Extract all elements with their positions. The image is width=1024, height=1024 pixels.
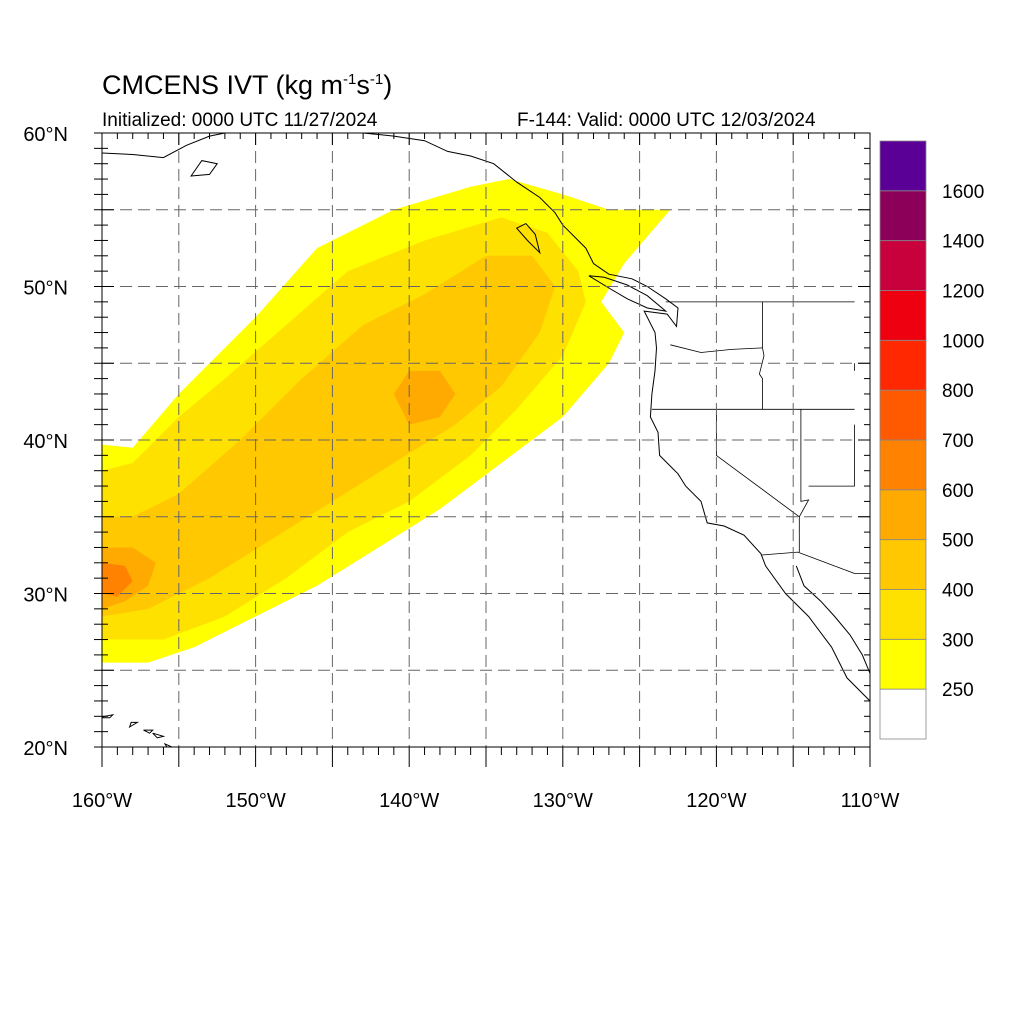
coastline-hawaii-1 (128, 721, 140, 729)
x-tick-label: 160°W (72, 790, 132, 812)
colorbar-swatch-6 (879, 389, 927, 441)
colorbar-swatch-10 (879, 190, 927, 242)
y-tick-label: 60°N (23, 124, 68, 146)
colorbar-label: 1200 (942, 282, 984, 303)
x-tick-label: 110°W (841, 790, 900, 812)
coastline-kodiak (190, 160, 219, 177)
axis-labels: 160°W 150°W 140°W 130°W 120°W 110°W 20°N 30°N 40… (23, 124, 899, 812)
colorbar-swatch-0 (879, 688, 927, 740)
ivt-field-layer (102, 179, 671, 663)
state-border-5 (798, 409, 810, 517)
y-tick-label: 40°N (23, 431, 68, 453)
x-tick-label: 150°W (225, 790, 285, 812)
colorbar-label: 1000 (942, 331, 984, 352)
y-tick-label: 30°N (23, 585, 68, 607)
colorbar-swatch-4 (879, 489, 927, 540)
coastline-hawaii-2 (143, 729, 154, 734)
colorbar-swatch-8 (879, 290, 927, 341)
colorbar-swatch-2 (879, 589, 927, 640)
x-tick-label: 130°W (533, 790, 593, 812)
axis-ticks (94, 132, 871, 767)
colorbar-label: 250 (942, 680, 974, 701)
colorbar-label: 800 (942, 381, 974, 402)
colorbar: 250 300 400 500 600 700 800 1000 1200 1400 1600 (879, 140, 984, 740)
initialized-subtitle: Initialized: 0000 UTC 11/27/2024 (102, 110, 378, 131)
colorbar-swatch-7 (879, 339, 927, 391)
y-tick-label: 20°N (23, 738, 68, 760)
coastline-alaska (102, 133, 225, 159)
colorbar-swatch-3 (879, 539, 927, 590)
colorbar-label: 300 (942, 630, 974, 651)
state-border-6 (760, 551, 870, 574)
x-tick-label: 120°W (686, 790, 746, 812)
colorbar-label: 1400 (942, 232, 984, 253)
coastline-gulf-of-california (795, 565, 870, 674)
gridline-layer (102, 133, 870, 747)
colorbar-label: 600 (942, 481, 974, 502)
colorbar-swatch-11 (879, 140, 927, 192)
valid-time-subtitle: F-144: Valid: 0000 UTC 12/03/2024 (517, 110, 816, 131)
colorbar-label: 700 (942, 431, 974, 452)
colorbar-label: 400 (942, 581, 974, 602)
state-border-1 (716, 409, 800, 553)
x-tick-label: 140°W (379, 790, 439, 812)
colorbar-swatch-1 (879, 638, 927, 690)
coastline-north-america (363, 133, 870, 702)
coastline-hawaii-3 (152, 732, 166, 739)
map-title: CMCENS IVT (kg m-1s-1) (102, 70, 393, 100)
ivt-contour-level-3-2 (102, 255, 556, 617)
colorbar-swatch-5 (879, 439, 927, 491)
colorbar-label: 1600 (942, 182, 984, 203)
colorbar-label: 500 (942, 531, 974, 552)
state-border-2 (758, 301, 765, 410)
ivt-contour-level-5-5 (102, 562, 133, 597)
coastline-haida-gwaii (515, 222, 541, 255)
coastline-hawaii-4 (163, 742, 174, 747)
colorbar-swatch-9 (879, 240, 927, 291)
y-tick-label: 50°N (23, 278, 68, 300)
coastline-vancouver-island (588, 275, 668, 312)
